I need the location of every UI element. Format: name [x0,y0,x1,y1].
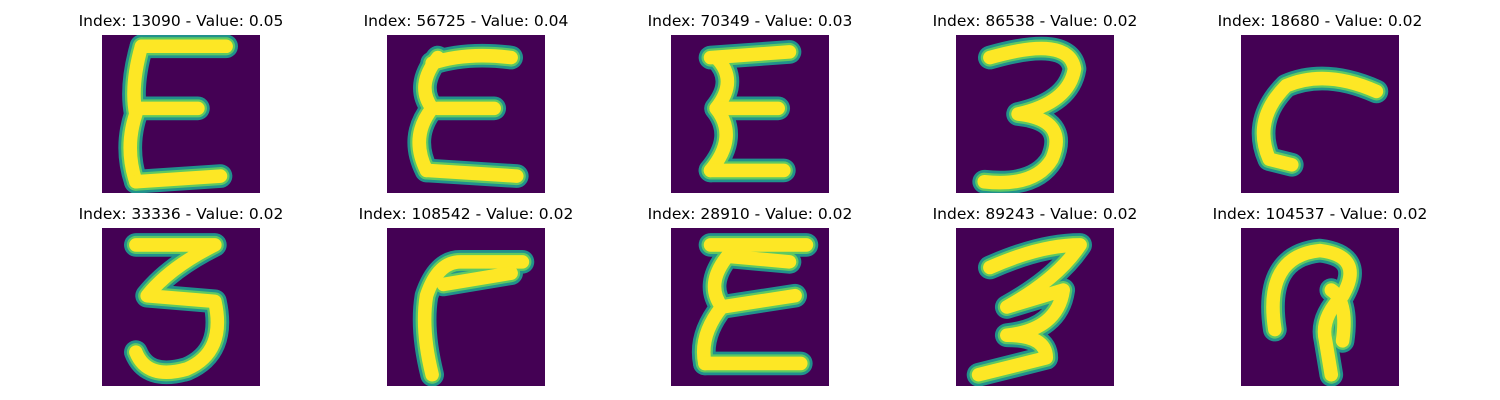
digit-image [956,35,1114,193]
digit-image [387,228,545,386]
digit-stroke [1324,283,1351,348]
digit-stroke [1256,71,1384,172]
digit-image [671,228,829,386]
panel-title: Index: 56725 - Value: 0.04 [363,12,569,30]
digit-stroke [419,163,524,183]
digit-stroke [417,255,530,382]
digit-stroke [977,41,1082,190]
digit-image [387,35,545,193]
panel-title: Index: 89243 - Value: 0.02 [932,205,1138,223]
digit-stroke [129,238,225,379]
digit-stroke [436,266,518,292]
digit-stroke [971,238,1087,382]
digit-image [102,35,260,193]
digit-image [1241,35,1399,193]
digit-stroke [715,288,802,314]
panel-title: Index: 18680 - Value: 0.02 [1217,12,1423,30]
digit-image [956,228,1114,386]
panel-title: Index: 70349 - Value: 0.03 [647,12,853,30]
digit-image [671,35,829,193]
panel-title: Index: 86538 - Value: 0.02 [932,12,1138,30]
panel-title: Index: 104537 - Value: 0.02 [1212,205,1428,223]
digit-stroke [123,39,149,189]
digit-stroke [129,169,228,189]
panel-title: Index: 33336 - Value: 0.02 [78,205,284,223]
digit-image [102,228,260,386]
digit-stroke [1266,243,1357,382]
digit-image [1241,228,1399,386]
digit-stroke [720,249,797,269]
panel-title: Index: 28910 - Value: 0.02 [647,205,853,223]
panel-title: Index: 108542 - Value: 0.02 [358,205,574,223]
panel-title: Index: 13090 - Value: 0.05 [78,12,284,30]
